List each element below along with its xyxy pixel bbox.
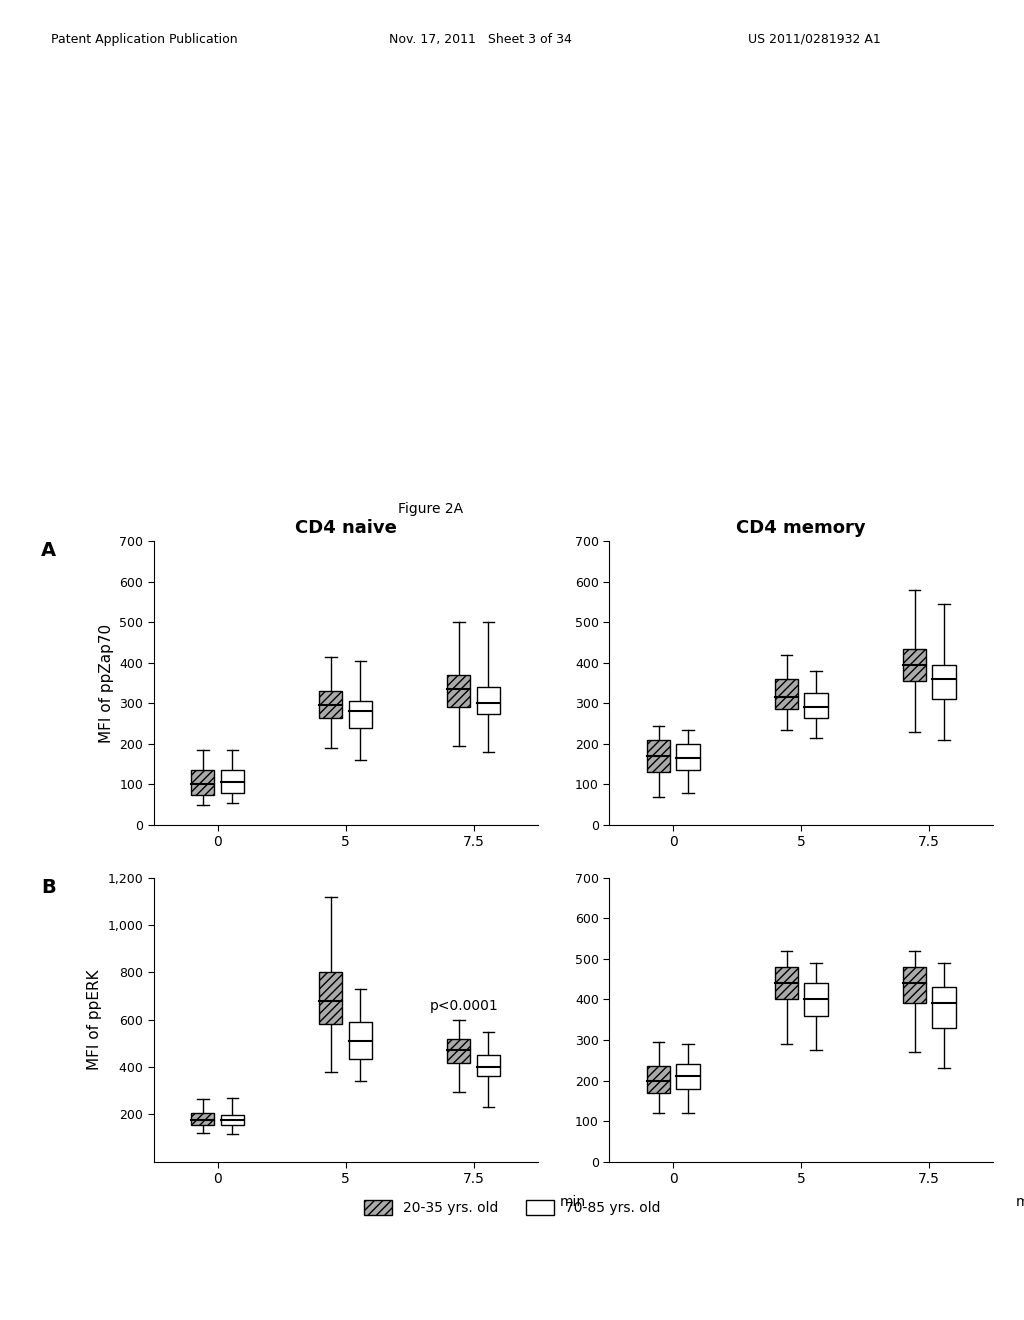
Title: CD4 memory: CD4 memory <box>736 519 866 537</box>
Bar <box>477 1055 500 1077</box>
Text: Patent Application Publication: Patent Application Publication <box>51 33 238 46</box>
Bar <box>775 678 798 709</box>
Bar <box>319 692 342 718</box>
Bar <box>221 771 244 792</box>
Legend: 20-35 yrs. old, 70-85 yrs. old: 20-35 yrs. old, 70-85 yrs. old <box>364 1200 660 1216</box>
Y-axis label: MFI of ppZap70: MFI of ppZap70 <box>98 623 114 743</box>
Text: Figure 2A: Figure 2A <box>397 502 463 516</box>
Bar <box>647 739 670 772</box>
Bar <box>677 744 699 771</box>
Bar <box>191 771 214 795</box>
Bar <box>903 968 926 1003</box>
Text: min: min <box>560 1195 587 1209</box>
Text: US 2011/0281932 A1: US 2011/0281932 A1 <box>748 33 881 46</box>
Bar <box>447 1039 470 1064</box>
Bar <box>805 693 827 718</box>
Bar <box>191 1113 214 1125</box>
Bar <box>349 1022 372 1059</box>
Y-axis label: MFI of ppERK: MFI of ppERK <box>87 969 101 1071</box>
Bar <box>647 1067 670 1093</box>
Text: Nov. 17, 2011   Sheet 3 of 34: Nov. 17, 2011 Sheet 3 of 34 <box>389 33 572 46</box>
Text: min: min <box>1016 1195 1024 1209</box>
Text: B: B <box>41 878 55 896</box>
Bar <box>933 665 955 700</box>
Bar <box>903 648 926 681</box>
Bar <box>447 675 470 708</box>
Bar <box>221 1115 244 1125</box>
Bar <box>677 1064 699 1089</box>
Bar <box>319 973 342 1024</box>
Bar <box>775 968 798 999</box>
Bar <box>933 987 955 1028</box>
Text: A: A <box>41 541 56 560</box>
Bar <box>805 983 827 1015</box>
Bar <box>349 701 372 727</box>
Text: p<0.0001: p<0.0001 <box>430 998 499 1012</box>
Bar <box>477 688 500 714</box>
Title: CD4 naive: CD4 naive <box>295 519 396 537</box>
